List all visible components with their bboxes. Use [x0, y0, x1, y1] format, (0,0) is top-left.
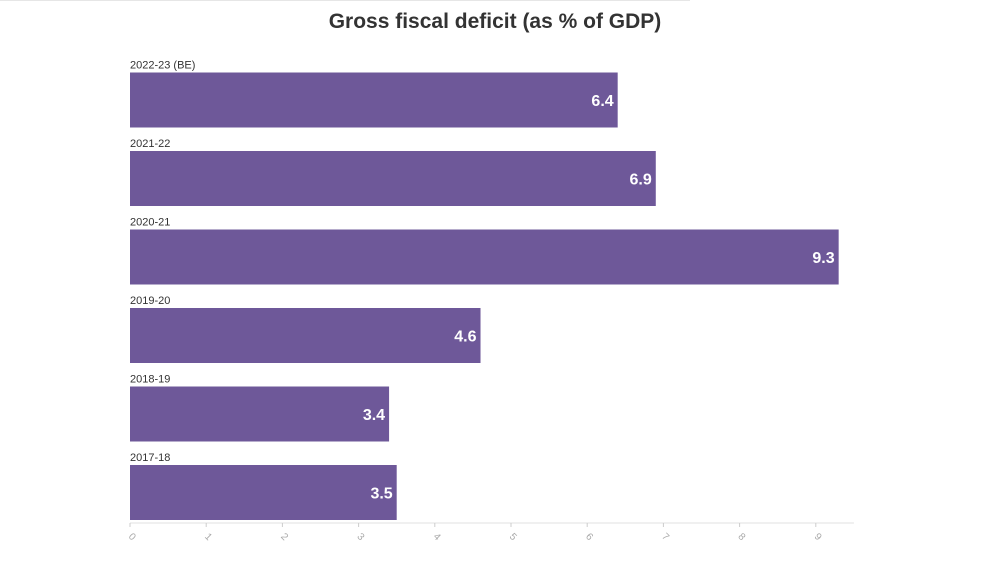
bar[interactable] [130, 151, 656, 206]
category-label: 2018-19 [130, 374, 170, 386]
bar[interactable] [130, 229, 839, 285]
bar[interactable] [130, 72, 618, 128]
top-divider [0, 0, 690, 1]
bar-value-label: 9.3 [812, 250, 834, 267]
bar[interactable] [130, 386, 390, 442]
x-tick-label: 4 [431, 531, 443, 543]
x-tick-label: 6 [583, 531, 595, 543]
category-label: 2017-18 [130, 452, 170, 464]
x-tick-label: 1 [202, 531, 214, 543]
bar-value-label: 6.9 [630, 172, 652, 189]
bar-value-label: 3.5 [370, 486, 392, 503]
x-axis: 0 1 2 3 4 5 6 7 8 9 [126, 522, 854, 543]
x-tick-label: 0 [126, 531, 138, 543]
x-tick-label: 8 [736, 531, 748, 543]
category-label: 2021-22 [130, 138, 170, 150]
chart-title: Gross fiscal deficit (as % of GDP) [328, 10, 662, 33]
x-tick-label: 9 [812, 531, 824, 543]
bar-value-label: 6.4 [591, 93, 613, 110]
bar-value-label: 3.4 [363, 407, 385, 424]
bars-group: 2022-23 (BE) 6.4 2021-22 6.9 2020-21 9.3 2019-… [130, 60, 839, 520]
x-tick-label: 5 [507, 531, 519, 543]
category-label: 2022-23 (BE) [130, 60, 195, 72]
x-tick-label: 3 [355, 531, 367, 543]
bar-value-label: 4.6 [454, 329, 476, 346]
category-label: 2020-21 [130, 217, 170, 229]
category-label: 2019-20 [130, 295, 170, 307]
x-tick-label: 7 [659, 531, 671, 543]
bar[interactable] [130, 308, 481, 363]
bar[interactable] [130, 465, 397, 520]
x-tick-label: 2 [278, 531, 290, 543]
